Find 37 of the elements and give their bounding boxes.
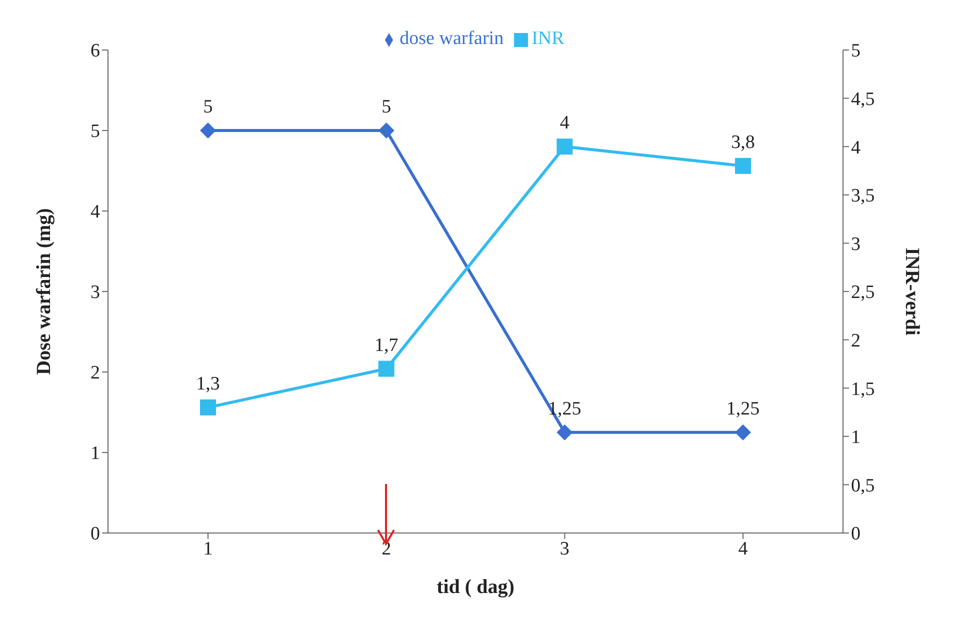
x-tick-label: 4 (738, 538, 748, 560)
y2-tick-label: 0 (851, 524, 860, 545)
point (556, 138, 573, 155)
y-axis-title: Dose warfarin (mg) (33, 208, 56, 375)
y-tick-label: 1 (90, 443, 100, 464)
y-tick-label: 3 (90, 282, 100, 304)
y2-tick-label: 1 (851, 427, 860, 448)
data-label: 1,7 (374, 334, 398, 356)
y-tick-label: 4 (90, 202, 100, 223)
y-tick-label: 2 (90, 362, 100, 384)
data-label: 1,25 (726, 398, 760, 420)
y2-tick-label: 0,5 (851, 475, 875, 496)
legend-label: INR (532, 28, 564, 49)
x-tick-label: 3 (560, 538, 570, 560)
y-tick-label: 0 (90, 524, 100, 545)
data-label: 1,3 (196, 373, 220, 394)
y2-tick-label: 4,5 (851, 89, 875, 110)
y2-axis-title: INR-verdi (900, 248, 923, 336)
data-label: 3,8 (731, 132, 755, 153)
point (200, 399, 216, 416)
data-label: 5 (203, 96, 213, 118)
y2-tick-label: 2,5 (851, 282, 875, 304)
data-label: 5 (382, 96, 392, 118)
y2-tick-label: 1,5 (851, 378, 875, 400)
point (735, 158, 751, 174)
y2-tick-label: 3,5 (851, 186, 875, 207)
x-tick-label: 1 (203, 538, 213, 560)
y2-tick-label: 5 (851, 40, 860, 62)
x-axis-title: tid ( dag) (436, 576, 514, 598)
y-tick-label: 5 (90, 121, 100, 142)
y2-tick-label: 3 (851, 234, 860, 255)
legend-label: dose warfarin (400, 28, 504, 49)
y2-tick-label: 4 (851, 137, 861, 158)
y-tick-label: 6 (90, 40, 100, 62)
data-label: 4 (560, 112, 570, 134)
y2-tick-label: 2 (851, 330, 860, 352)
point (378, 360, 394, 377)
